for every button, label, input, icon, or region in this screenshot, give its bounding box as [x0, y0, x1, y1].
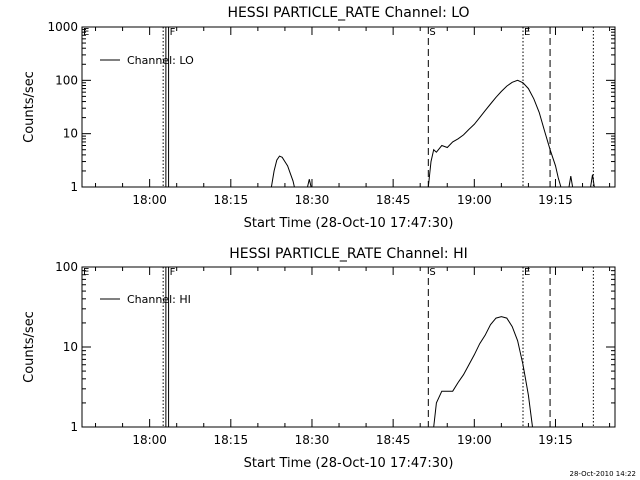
hi-x-tick-label-4: 19:00 — [457, 433, 492, 447]
lo-y-tick-label-1: 10 — [63, 127, 78, 141]
lo-series-0-segment-2 — [427, 79, 562, 188]
hi-x-axis-title: Start Time (28-Oct-10 17:47:30) — [244, 456, 454, 471]
hi-event-label-0: E — [83, 267, 89, 278]
lo-x-tick-label-5: 19:15 — [538, 193, 573, 207]
lo-channel-panel: HESSI PARTICLE_RATE Channel: LO E F S E 18:00… — [22, 5, 616, 231]
lo-event-label-5: E — [524, 27, 530, 38]
footer-timestamp: 28-Oct-2010 14:22 — [570, 470, 636, 478]
lo-plot-frame — [81, 26, 616, 188]
hi-y-axis-title: Counts/sec — [22, 311, 37, 383]
hi-event-label-5: E — [524, 267, 530, 278]
lo-event-label-3: F — [170, 27, 176, 38]
hi-event-label-4: S — [429, 267, 435, 278]
hi-plot-frame — [81, 266, 616, 428]
hi-channel-panel: HESSI PARTICLE_RATE Channel: HI E F S E 18:00… — [22, 246, 616, 471]
lo-y-axis-title: Counts/sec — [22, 71, 37, 143]
lo-x-tick-label-3: 18:45 — [376, 193, 411, 207]
lo-series-0-segment-1 — [307, 179, 312, 188]
lo-legend-label: Channel: LO — [127, 54, 194, 67]
hi-chart-title: HESSI PARTICLE_RATE Channel: HI — [229, 246, 467, 262]
hi-x-tick-label-3: 18:45 — [376, 433, 411, 447]
hi-x-tick-label-2: 18:30 — [295, 433, 330, 447]
lo-event-label-0: E — [83, 27, 89, 38]
hi-y-tick-label-0: 1 — [70, 420, 78, 434]
lo-event-label-4: S — [429, 27, 435, 38]
hi-y-tick-label-2: 100 — [55, 260, 78, 274]
lo-y-tick-label-2: 100 — [55, 73, 78, 87]
lo-y-tick-label-3: 1000 — [47, 20, 78, 34]
lo-chart-title: HESSI PARTICLE_RATE Channel: LO — [227, 5, 469, 21]
lo-y-tick-label-0: 1 — [70, 180, 78, 194]
lo-x-tick-label-4: 19:00 — [457, 193, 492, 207]
hi-x-tick-label-1: 18:15 — [214, 433, 249, 447]
hi-event-label-3: F — [170, 267, 176, 278]
lo-x-axis-title: Start Time (28-Oct-10 17:47:30) — [244, 216, 454, 231]
hi-legend-label: Channel: HI — [127, 293, 191, 306]
lo-series-0-segment-0 — [270, 155, 295, 188]
hi-x-tick-label-0: 18:00 — [132, 433, 167, 447]
lo-series-0-segment-3 — [568, 176, 574, 188]
lo-series-0-segment-4 — [590, 174, 595, 188]
lo-x-tick-label-1: 18:15 — [214, 193, 249, 207]
lo-x-tick-label-0: 18:00 — [132, 193, 167, 207]
hi-x-tick-label-5: 19:15 — [538, 433, 573, 447]
hi-series-0-segment-0 — [433, 316, 533, 428]
hi-y-tick-label-1: 10 — [63, 340, 78, 354]
lo-x-tick-label-2: 18:30 — [295, 193, 330, 207]
